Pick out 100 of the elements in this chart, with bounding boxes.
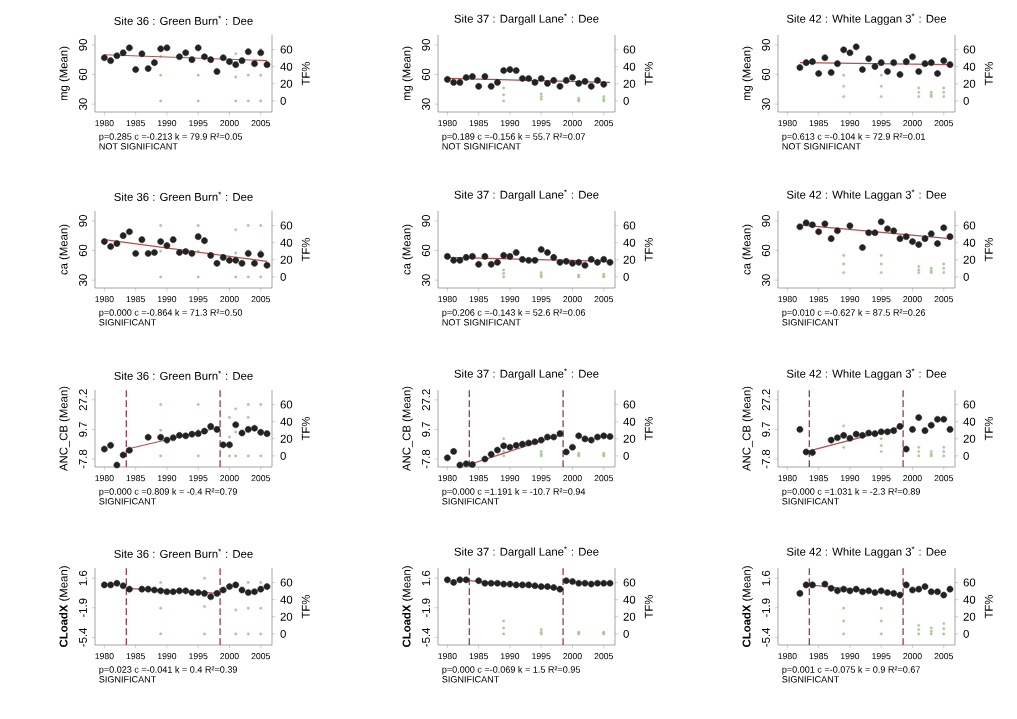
- y-tick-label: 30: [78, 274, 87, 286]
- x-tick-label: 2000: [220, 120, 239, 127]
- text: p=0.010 c =-0.627 k = 87.5 R²=0.26: [782, 309, 926, 318]
- x-tick-label: 1990: [840, 296, 860, 303]
- x-tick-label: 2000: [903, 653, 922, 660]
- x-tick-label: 1985: [469, 475, 488, 482]
- x-tick-label: 1980: [95, 475, 114, 482]
- y2-tick-label: 60: [280, 221, 293, 230]
- x-tick-label: 1995: [532, 653, 551, 660]
- y-axis-title: ca (Mean): [742, 224, 753, 275]
- y-tick-label: 90: [421, 215, 430, 227]
- y-tick-label: 1.6: [421, 570, 430, 586]
- y-tick-label: -5.4: [422, 627, 430, 647]
- y-tick-label: 90: [761, 215, 770, 227]
- y2-axis-title: TF%: [984, 416, 993, 441]
- y-tick-label: 90: [761, 39, 770, 51]
- x-tick-label: 1980: [95, 120, 114, 127]
- y-tick-label: 60: [78, 68, 87, 81]
- y2-tick-label: 60: [963, 221, 976, 230]
- text: SIGNIFICANT: [782, 676, 840, 683]
- x-tick-label: 2000: [220, 653, 239, 660]
- y2-axis-title: TF%: [301, 594, 310, 619]
- y-tick-label: 27.2: [762, 389, 770, 411]
- text: p=0.000 c =1.191 k = -10.7 R²=0.94: [442, 488, 586, 497]
- text: p=0.206 c =-0.143 k = 52.6 R²=0.06: [442, 309, 586, 318]
- x-tick-label: 1995: [189, 296, 208, 303]
- x-tick-label: 2005: [251, 475, 271, 482]
- y2-tick-label: 20: [963, 255, 976, 264]
- y-tick-label: 60: [761, 68, 770, 81]
- x-tick-label: 1980: [95, 653, 114, 660]
- y-axis-title: ANC_CB (Mean): [402, 386, 413, 471]
- y2-tick-label: 60: [623, 578, 636, 587]
- x-tick-label: 2005: [594, 653, 614, 660]
- x-tick-label: 1995: [189, 120, 208, 127]
- x-tick-label: 1985: [809, 120, 828, 127]
- x-tick-label: 1995: [532, 475, 551, 482]
- y2-tick-label: 0: [963, 96, 969, 105]
- y-axis-title: CLoadX (Mean): [742, 566, 753, 647]
- text: SIGNIFICANT: [99, 498, 157, 505]
- y2-tick-label: 0: [963, 629, 969, 638]
- x-tick-label: 1990: [500, 296, 520, 303]
- x-tick-label: 1985: [126, 296, 145, 303]
- x-tick-label: 2000: [563, 120, 582, 127]
- text: NOT SIGNIFICANT: [442, 143, 521, 150]
- text: p=0.000 c =1.031 k = -2.3 R²=0.89: [782, 488, 920, 497]
- text: SIGNIFICANT: [442, 676, 500, 683]
- y2-axis-title: TF%: [301, 61, 310, 86]
- x-tick-label: 1990: [840, 475, 860, 482]
- y-axis-title: mg (Mean): [402, 46, 413, 101]
- chart-title: Site 36 : Green Burn$^{*}$ : Dee: [114, 548, 253, 558]
- x-tick-label: 1985: [126, 653, 145, 660]
- text: p=0.613 c =-0.104 k = 72.9 R²=0.01: [782, 133, 926, 142]
- x-tick-label: 1995: [872, 120, 891, 127]
- y2-tick-label: 40: [963, 238, 976, 247]
- x-tick-label: 1980: [438, 475, 457, 482]
- y2-tick-label: 40: [280, 238, 293, 247]
- x-tick-label: 2005: [934, 296, 954, 303]
- text: p=0.189 c =-0.156 k = 55.7 R²=0.07: [442, 133, 586, 142]
- x-tick-label: 1990: [157, 653, 177, 660]
- x-tick-label: 1980: [778, 475, 797, 482]
- y2-tick-label: 40: [280, 62, 293, 71]
- y2-tick-label: 60: [963, 578, 976, 587]
- x-tick-label: 2000: [563, 653, 582, 660]
- y2-tick-label: 60: [280, 578, 293, 587]
- x-tick-label: 1980: [438, 120, 457, 127]
- x-tick-label: 1980: [95, 296, 114, 303]
- y2-tick-label: 40: [280, 595, 293, 604]
- y-tick-label: 90: [78, 215, 87, 227]
- x-tick-label: 1990: [840, 120, 860, 127]
- text: p=0.023 c =-0.041 k = 0.4 R²=0.39: [99, 666, 237, 675]
- y2-axis-title: TF%: [984, 237, 993, 262]
- y-tick-label: 9.7: [421, 422, 430, 437]
- text: SIGNIFICANT: [99, 319, 157, 326]
- y-axis-title: mg (Mean): [59, 46, 70, 101]
- y2-tick-label: 40: [623, 62, 636, 71]
- y2-tick-label: 20: [963, 79, 976, 88]
- y2-tick-label: 60: [623, 45, 636, 54]
- y2-tick-label: 0: [280, 629, 286, 638]
- y2-tick-label: 40: [963, 62, 976, 71]
- x-tick-label: 1990: [840, 653, 860, 660]
- x-tick-label: 2005: [594, 296, 614, 303]
- y-tick-label: -7.8: [78, 449, 87, 469]
- y2-tick-label: 20: [623, 612, 636, 621]
- text: SIGNIFICANT: [99, 676, 157, 683]
- text: p=0.000 c =-0.864 k = 71.3 R²=0.50: [99, 309, 243, 318]
- y-tick-label: 30: [421, 98, 430, 110]
- x-tick-label: 2000: [903, 475, 922, 482]
- y2-tick-label: 20: [963, 434, 976, 443]
- x-tick-label: 2000: [563, 475, 582, 482]
- y-tick-label: 30: [421, 274, 430, 286]
- y2-tick-label: 20: [280, 255, 293, 264]
- x-tick-label: 1980: [778, 120, 797, 127]
- y2-tick-label: 40: [623, 417, 636, 426]
- y-tick-label: -1.9: [421, 598, 430, 618]
- y2-tick-label: 20: [280, 612, 293, 621]
- y-axis-title: CLoadX (Mean): [59, 566, 70, 647]
- x-tick-label: 2005: [251, 120, 271, 127]
- y2-tick-label: 0: [623, 96, 629, 105]
- x-tick-label: 2005: [594, 475, 614, 482]
- x-tick-label: 1985: [809, 296, 828, 303]
